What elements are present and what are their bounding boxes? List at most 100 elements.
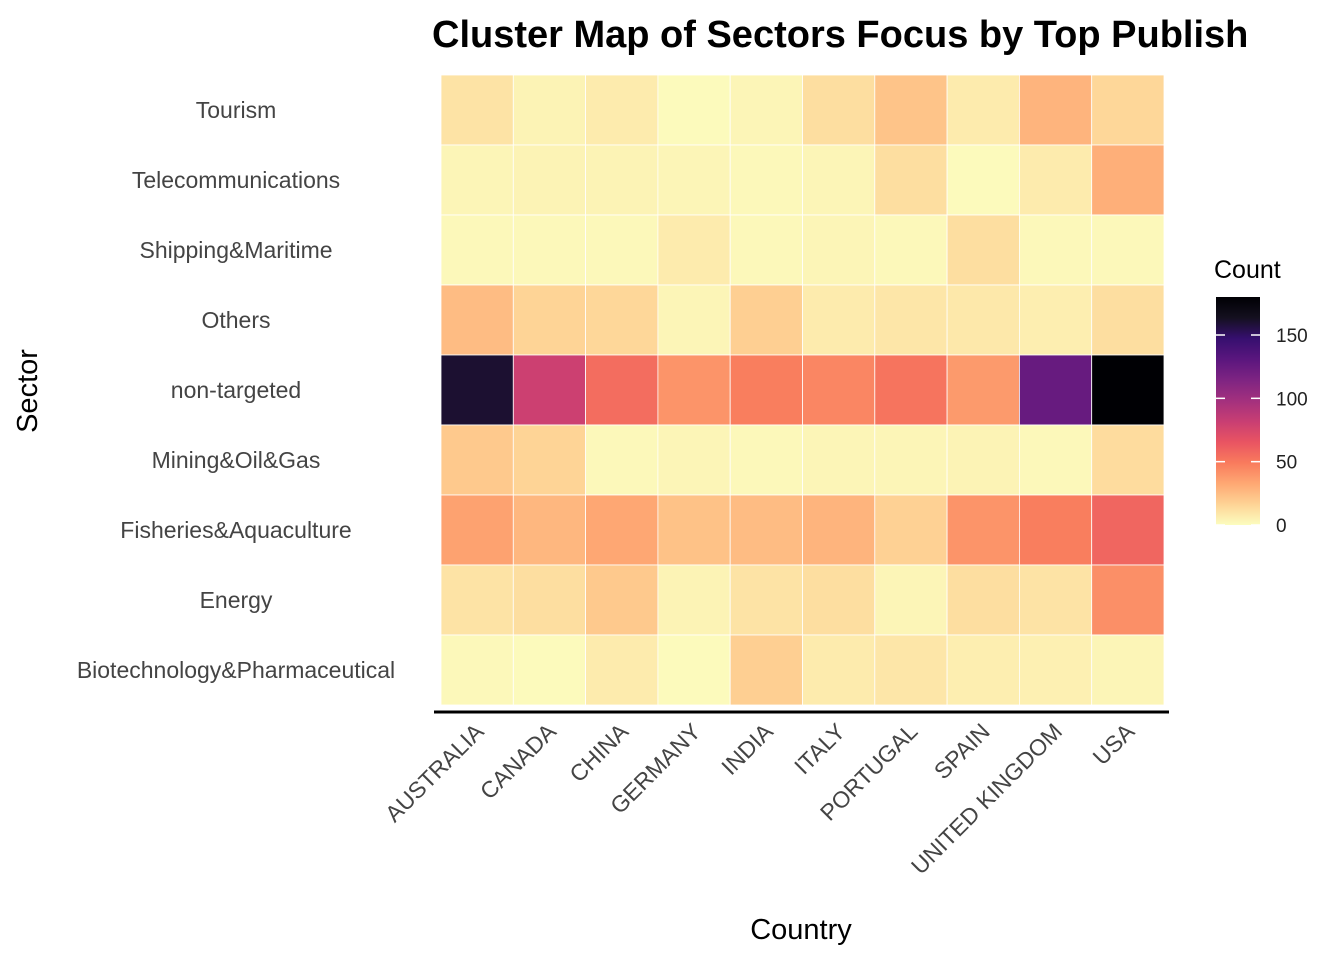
heatmap-cell [729, 354, 803, 426]
heatmap-cell [802, 284, 876, 356]
heatmap-cell [512, 214, 586, 286]
heatmap-cell [729, 214, 803, 286]
heatmap-cell [1091, 354, 1165, 426]
x-tick-label: SPAIN [929, 718, 995, 784]
y-tick-label: Shipping&Maritime [139, 237, 332, 263]
heatmap-cell [874, 634, 948, 706]
heatmap-cell [802, 564, 876, 636]
heatmap-cell [657, 74, 731, 146]
heatmap-cell [874, 424, 948, 496]
heatmap-cell [512, 494, 586, 566]
heatmap-cell [657, 564, 731, 636]
heatmap-cell [946, 144, 1020, 216]
heatmap-cell [874, 494, 948, 566]
heatmap-cell [1019, 214, 1093, 286]
heatmap-cell [802, 144, 876, 216]
heatmap-cell [585, 74, 659, 146]
heatmap-cell [946, 214, 1020, 286]
heatmap-cell [946, 354, 1020, 426]
y-tick-label: Energy [200, 587, 273, 613]
legend-tick-label: 0 [1276, 516, 1287, 537]
heatmap-cell [1019, 494, 1093, 566]
heatmap-cell [585, 144, 659, 216]
heatmap-cell [1091, 144, 1165, 216]
heatmap-cell [1091, 424, 1165, 496]
x-tick-label: ITALY [789, 718, 850, 779]
heatmap-cell [729, 424, 803, 496]
heatmap-cell [802, 74, 876, 146]
heatmap-cell [440, 74, 514, 146]
heatmap-cell [440, 564, 514, 636]
heatmap-cell [1019, 284, 1093, 356]
heatmap-cell [1091, 214, 1165, 286]
heatmap-cell [512, 354, 586, 426]
heatmap-cell [729, 74, 803, 146]
y-axis-title: Sector [12, 349, 44, 433]
y-tick-label: Biotechnology&Pharmaceutical [77, 657, 395, 683]
heatmap-cell [802, 424, 876, 496]
heatmap-cell [1019, 354, 1093, 426]
heatmap-cell [657, 284, 731, 356]
heatmap-cell [657, 214, 731, 286]
heatmap-cell [440, 144, 514, 216]
heatmap-cell [1091, 284, 1165, 356]
legend-tick-label: 100 [1276, 389, 1308, 410]
heatmap-cell [802, 494, 876, 566]
heatmap-cell [585, 214, 659, 286]
heatmap-cells [440, 74, 1165, 706]
heatmap-cell [585, 354, 659, 426]
x-axis-title: Country [750, 914, 852, 946]
legend-ticks: 0 50 100 150 [1216, 326, 1308, 537]
heatmap-cell [585, 424, 659, 496]
color-legend: Count 0 50 100 150 [1214, 256, 1308, 537]
heatmap-cell [440, 354, 514, 426]
x-tick-label: USA [1088, 718, 1140, 770]
heatmap-cell [1019, 564, 1093, 636]
y-tick-label: Telecommunications [132, 167, 340, 193]
heatmap-cell [946, 564, 1020, 636]
heatmap-cell [440, 214, 514, 286]
heatmap-cell [657, 494, 731, 566]
x-tick-label: AUSTRALIA [380, 718, 489, 827]
heatmap-cell [729, 564, 803, 636]
heatmap-cell [729, 494, 803, 566]
heatmap-cell [585, 494, 659, 566]
x-tick-label: INDIA [716, 718, 778, 780]
heatmap-cell [1019, 144, 1093, 216]
heatmap-cell [802, 634, 876, 706]
heatmap-cell [440, 284, 514, 356]
heatmap-cell [874, 144, 948, 216]
y-tick-label: Mining&Oil&Gas [152, 447, 321, 473]
heatmap-cell [440, 494, 514, 566]
heatmap-cell [512, 284, 586, 356]
heatmap-cell [1091, 564, 1165, 636]
heatmap-cell [512, 424, 586, 496]
heatmap-cell [946, 424, 1020, 496]
chart-title: Cluster Map of Sectors Focus by Top Publ… [432, 14, 1248, 56]
heatmap-cell [1091, 74, 1165, 146]
heatmap-cell [802, 214, 876, 286]
heatmap-cell [1091, 634, 1165, 706]
heatmap-cell [657, 144, 731, 216]
heatmap-cell [440, 634, 514, 706]
heatmap-cell [874, 354, 948, 426]
heatmap-cell [946, 74, 1020, 146]
y-tick-label: non-targeted [171, 377, 301, 403]
legend-tick-label: 50 [1276, 453, 1297, 474]
heatmap-cell [946, 494, 1020, 566]
heatmap-cell [512, 74, 586, 146]
heatmap-cell [946, 634, 1020, 706]
x-tick-label: CHINA [564, 718, 633, 787]
heatmap-cell [874, 284, 948, 356]
heatmap-cell [657, 354, 731, 426]
legend-title: Count [1214, 256, 1281, 284]
x-tick-label: CANADA [475, 718, 562, 805]
legend-colorbar [1216, 297, 1260, 525]
y-tick-label: Fisheries&Aquaculture [120, 517, 351, 543]
heatmap-cell [512, 564, 586, 636]
heatmap-cell [440, 424, 514, 496]
heatmap-cell [1019, 74, 1093, 146]
heatmap-cell [657, 424, 731, 496]
